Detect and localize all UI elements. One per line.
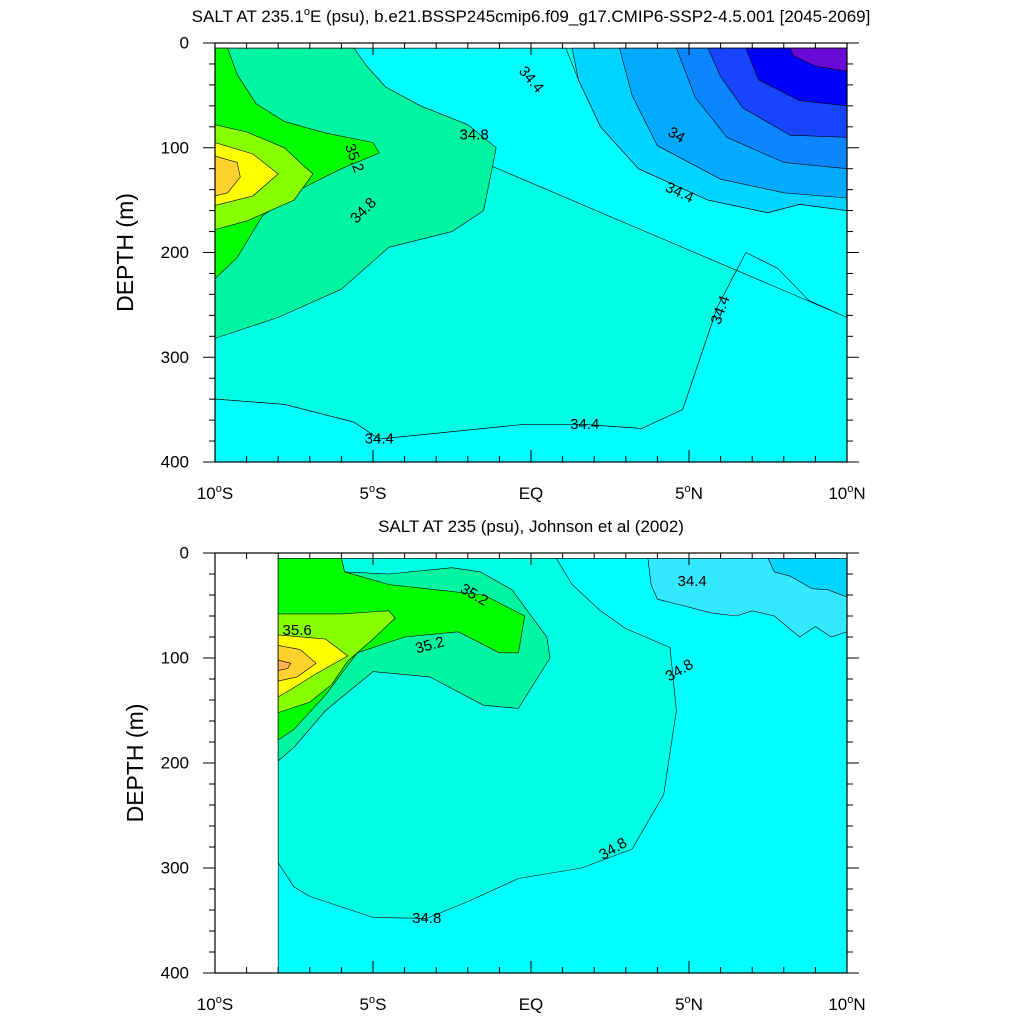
y-tick-label: 300 (161, 348, 189, 367)
y-axis-label: DEPTH (m) (112, 193, 138, 312)
contour-region (277, 558, 525, 741)
contour-label: 35.2 (414, 633, 447, 657)
contour-region (215, 47, 497, 339)
x-tick-label: 5oN (675, 483, 703, 503)
contour-region (789, 47, 847, 72)
x-tick-label: 10oN (828, 994, 865, 1014)
x-tick-label: 5oS (360, 994, 387, 1014)
x-tick-label: 10oN (828, 483, 865, 503)
contour-label: 34.4 (365, 430, 394, 447)
contour-region (215, 155, 241, 197)
contour-region (277, 645, 317, 682)
y-tick-label: 200 (161, 754, 189, 773)
contour-region (215, 142, 279, 206)
x-tick-label: 5oS (360, 483, 387, 503)
y-tick-label: 0 (180, 544, 189, 563)
y-tick-label: 100 (161, 138, 189, 157)
y-tick-label: 200 (161, 243, 189, 262)
x-tick-label: 10oS (197, 483, 233, 503)
contour-label: 34.4 (678, 573, 707, 590)
x-tick-label: EQ (519, 995, 544, 1014)
y-tick-label: 400 (161, 964, 189, 983)
y-tick-label: 0 (180, 34, 189, 53)
y-tick-label: 400 (161, 453, 189, 472)
contour-label: 35.6 (283, 622, 312, 639)
y-tick-label: 300 (161, 859, 189, 878)
contour-label: 34.8 (460, 127, 489, 144)
x-tick-label: 10oS (197, 994, 233, 1014)
contour-region (277, 659, 292, 671)
contour-fills (277, 558, 847, 973)
y-axis-label: DEPTH (m) (122, 704, 148, 823)
contour-label: 34.4 (570, 416, 599, 433)
x-tick-label: EQ (519, 484, 544, 503)
contour-fills (215, 47, 847, 462)
contour-label: 34 (665, 124, 688, 147)
panel-title: SALT AT 235 (psu), Johnson et al (2002) (378, 517, 684, 536)
y-tick-label: 100 (161, 649, 189, 668)
contour-label: 34.8 (412, 910, 441, 927)
x-tick-label: 5oN (675, 994, 703, 1014)
contour-region (767, 558, 847, 598)
panel-title: SALT AT 235.1oE (psu), b.e21.BSSP245cmip… (192, 6, 871, 26)
